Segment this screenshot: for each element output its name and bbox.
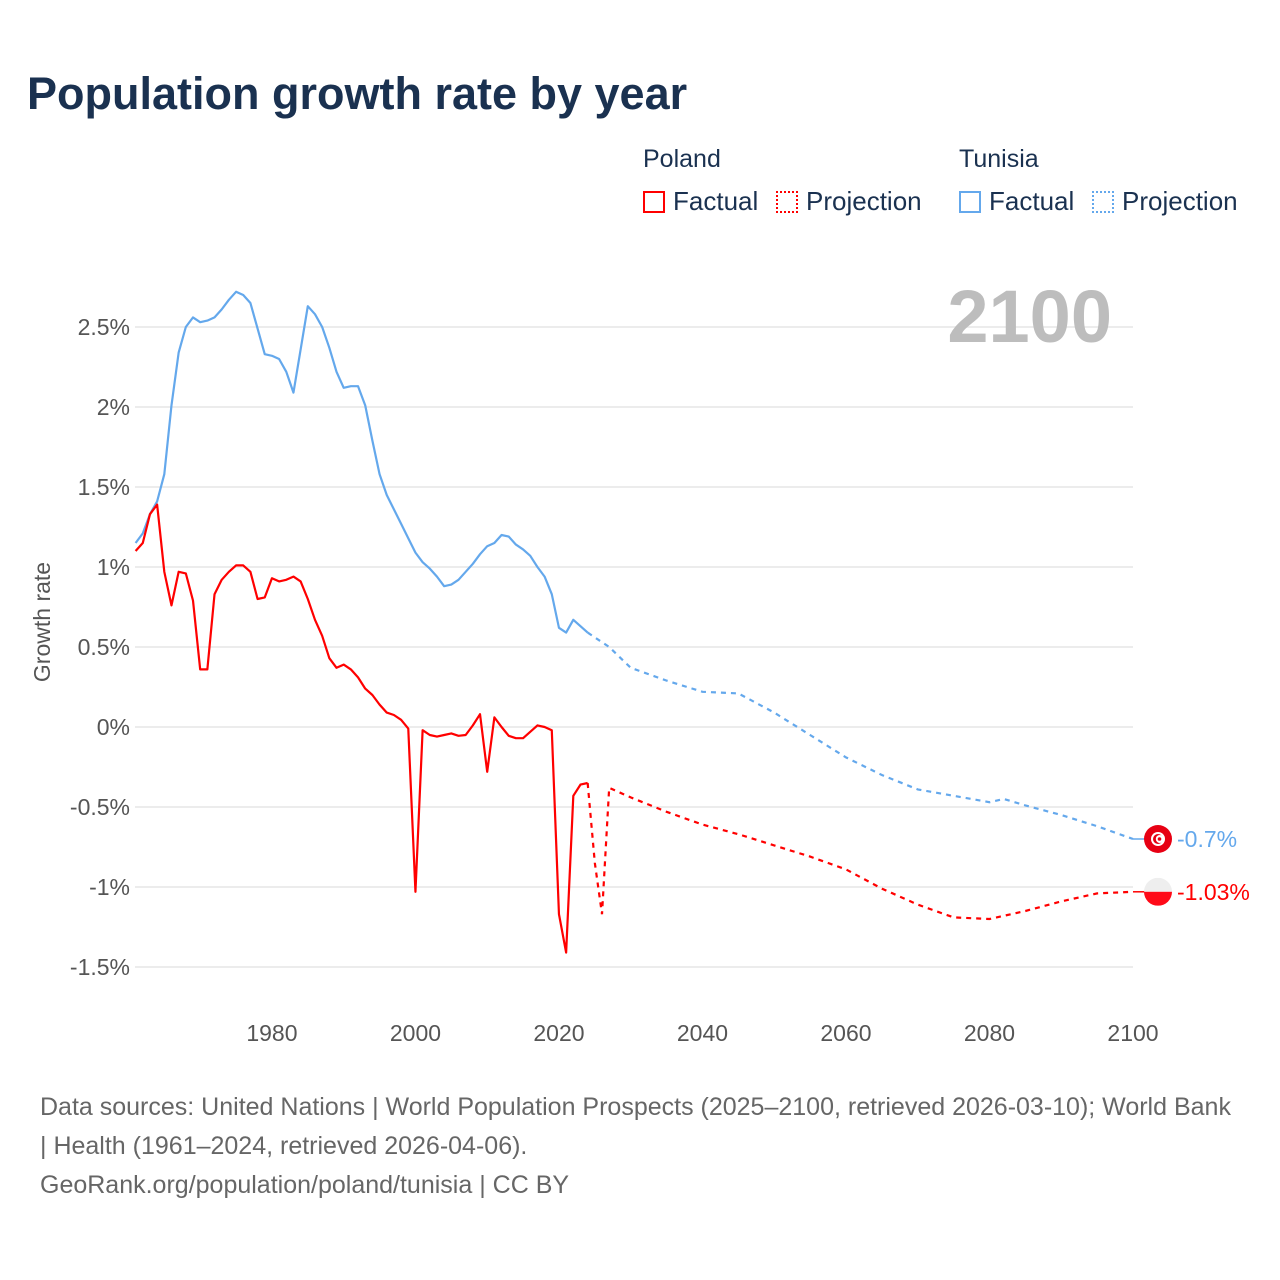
- attribution-link[interactable]: GeoRank.org/population/poland/tunisia | …: [40, 1171, 570, 1199]
- flag-white: [1144, 877, 1172, 892]
- legend-tunisia-factual[interactable]: Factual: [959, 186, 1074, 217]
- x-tick-label: 2080: [964, 1020, 1015, 1046]
- y-tick-label: 1.5%: [78, 474, 130, 500]
- legend-swatch-dotted-red: [776, 190, 798, 213]
- legend-poland-factual[interactable]: Factual: [643, 186, 758, 217]
- data-sources: Data sources: United Nations | World Pop…: [40, 1088, 1240, 1205]
- legend-poland-projection[interactable]: Projection: [776, 186, 922, 217]
- y-tick-label: 2.5%: [78, 314, 130, 340]
- legend-swatch-solid-red: [643, 190, 665, 213]
- poland-factual-line: [134, 503, 588, 954]
- legend-label: Factual: [673, 186, 759, 216]
- x-tick-label: 2060: [820, 1020, 871, 1046]
- x-tick-label: 2020: [533, 1020, 584, 1046]
- poland-projection-line: [586, 782, 1134, 921]
- sources-text: Data sources: United Nations | World Pop…: [40, 1093, 1231, 1160]
- year-display: 2100: [947, 275, 1112, 358]
- legend-tunisia-projection[interactable]: Projection: [1092, 186, 1238, 217]
- legend-label: Projection: [806, 186, 922, 216]
- y-tick-label: 1%: [97, 554, 130, 580]
- y-tick-label: 0%: [97, 714, 130, 740]
- y-tick-label: -1.5%: [70, 954, 130, 980]
- legend-label: Projection: [1122, 186, 1238, 216]
- y-tick-label: -1%: [89, 874, 130, 900]
- poland-flag-icon: [1144, 877, 1172, 906]
- chart-title: Population growth rate by year: [27, 68, 688, 119]
- legend-swatch-solid-blue: [959, 190, 981, 213]
- x-tick-label: 1980: [246, 1020, 297, 1046]
- tunisia-flag-icon: [1144, 825, 1172, 853]
- x-tick-label: 2100: [1107, 1020, 1158, 1046]
- x-tick-label: 2040: [677, 1020, 728, 1046]
- y-tick-label: -0.5%: [70, 794, 130, 820]
- y-tick-label: 2%: [97, 394, 130, 420]
- legend-country-tunisia: Tunisia: [959, 145, 1039, 173]
- tunisia-projection-line: [587, 631, 1134, 841]
- y-axis-label: Growth rate: [29, 562, 55, 682]
- tunisia-factual-line: [134, 290, 589, 634]
- x-tick-label: 2000: [390, 1020, 441, 1046]
- legend-country-poland: Poland: [643, 145, 721, 173]
- flag-star: [1157, 837, 1162, 841]
- tunisia-end-label: -0.7%: [1177, 826, 1237, 852]
- legend-label: Factual: [989, 186, 1075, 216]
- flag-red: [1144, 891, 1172, 906]
- y-tick-label: 0.5%: [78, 634, 130, 660]
- legend-swatch-dotted-blue: [1092, 190, 1114, 213]
- poland-end-label: -1.03%: [1177, 879, 1250, 905]
